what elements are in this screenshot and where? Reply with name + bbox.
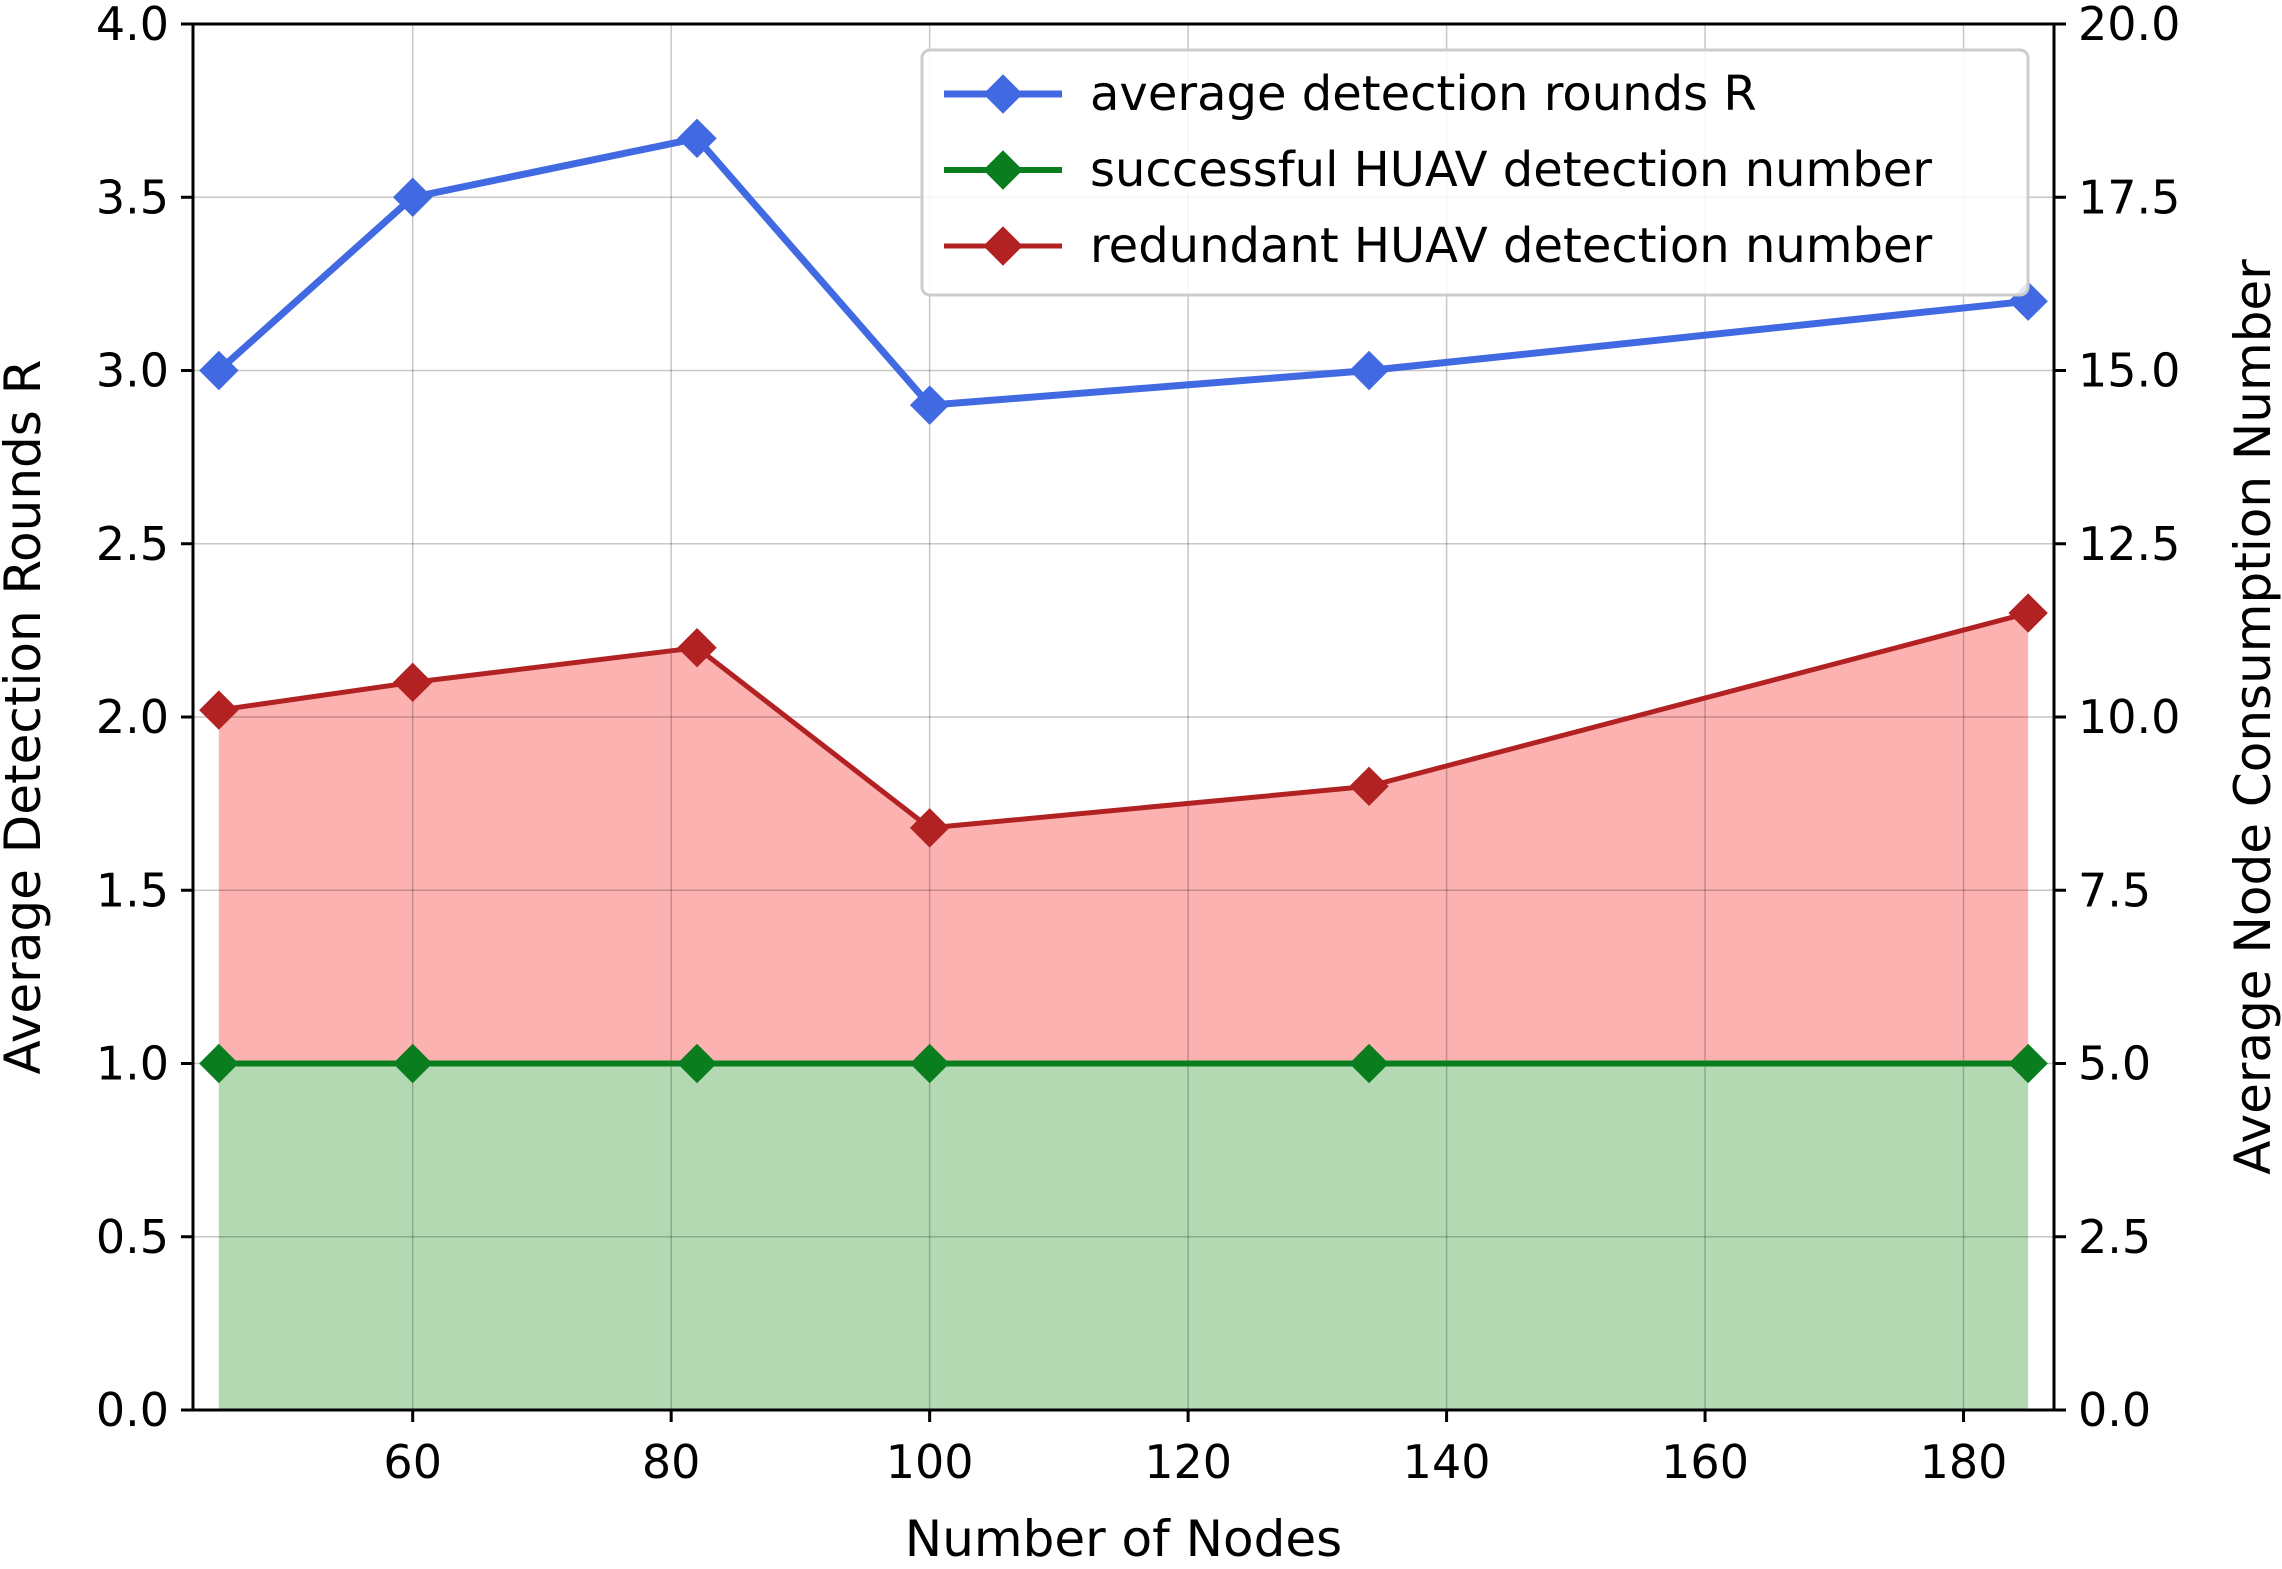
successful-area-fill <box>218 1063 2029 1410</box>
legend-marker-1 <box>983 150 1023 190</box>
series-marker-2 <box>677 627 717 668</box>
redundant-area-fill <box>218 613 2029 1064</box>
series-marker-1 <box>2008 1043 2048 1084</box>
legend-box <box>920 48 2030 297</box>
y2-tick-label: 17.5 <box>2078 170 2180 224</box>
series-line-0 <box>216 134 2029 409</box>
series-marker-0 <box>199 350 239 391</box>
series-marker-1 <box>909 1043 950 1084</box>
y-tick-label: 3.0 <box>96 344 169 398</box>
series-marker-2 <box>2008 593 2048 633</box>
series-marker-2 <box>1349 766 1389 807</box>
x-tick-label: 180 <box>1920 1435 2008 1489</box>
series-marker-0 <box>909 385 950 425</box>
legend-marker-2 <box>983 226 1023 266</box>
y-tick-label: 1.5 <box>96 863 169 917</box>
x-tick-label: 160 <box>1661 1435 1749 1489</box>
y-tick-label: 4.0 <box>96 0 169 51</box>
series-marker-2 <box>199 690 239 730</box>
x-tick-label: 60 <box>383 1435 442 1489</box>
legend-marker-0 <box>983 74 1023 114</box>
series-line-2 <box>218 610 2029 831</box>
y2-tick-label: 5.0 <box>2078 1037 2151 1091</box>
y-tick-label: 2.0 <box>96 690 169 744</box>
x-tick-label: 100 <box>886 1435 974 1489</box>
y2-tick-label: 10.0 <box>2078 690 2180 744</box>
series-marker-1 <box>1349 1043 1389 1084</box>
y2-tick-label: 0.0 <box>2078 1383 2151 1437</box>
legend-label-2: redundant HUAV detection number <box>1090 218 1933 274</box>
x-tick-label: 140 <box>1403 1435 1491 1489</box>
y-tick-label: 3.5 <box>96 170 169 224</box>
y-tick-label: 0.5 <box>96 1210 169 1264</box>
series-marker-0 <box>677 118 717 159</box>
series-marker-2 <box>909 808 950 848</box>
x-tick-label: 80 <box>642 1435 701 1489</box>
x-tick-label: 120 <box>1144 1435 1232 1489</box>
y2-tick-label: 7.5 <box>2078 863 2151 917</box>
y2-axis-title: Average Node Consumption Number <box>2224 259 2282 1175</box>
series-marker-1 <box>392 1043 433 1084</box>
legend-label-1: successful HUAV detection number <box>1090 142 1932 198</box>
y2-tick-label: 2.5 <box>2078 1210 2151 1264</box>
series-marker-1 <box>199 1043 239 1084</box>
x-axis-title: Number of Nodes <box>905 1510 1342 1564</box>
y-tick-label: 2.5 <box>96 517 169 571</box>
legend-label-0: average detection rounds R <box>1090 66 1757 122</box>
y2-tick-label: 12.5 <box>2078 517 2180 571</box>
y-tick-label: 0.0 <box>96 1383 169 1437</box>
y2-tick-label: 20.0 <box>2078 0 2180 51</box>
y-tick-label: 1.0 <box>96 1037 169 1091</box>
series-marker-1 <box>677 1043 717 1084</box>
y2-tick-label: 15.0 <box>2078 344 2180 398</box>
series-marker-0 <box>392 177 433 217</box>
y-axis-title: Average Detection Rounds R <box>0 360 52 1075</box>
series-marker-2 <box>392 662 433 703</box>
series-marker-0 <box>1349 350 1389 391</box>
